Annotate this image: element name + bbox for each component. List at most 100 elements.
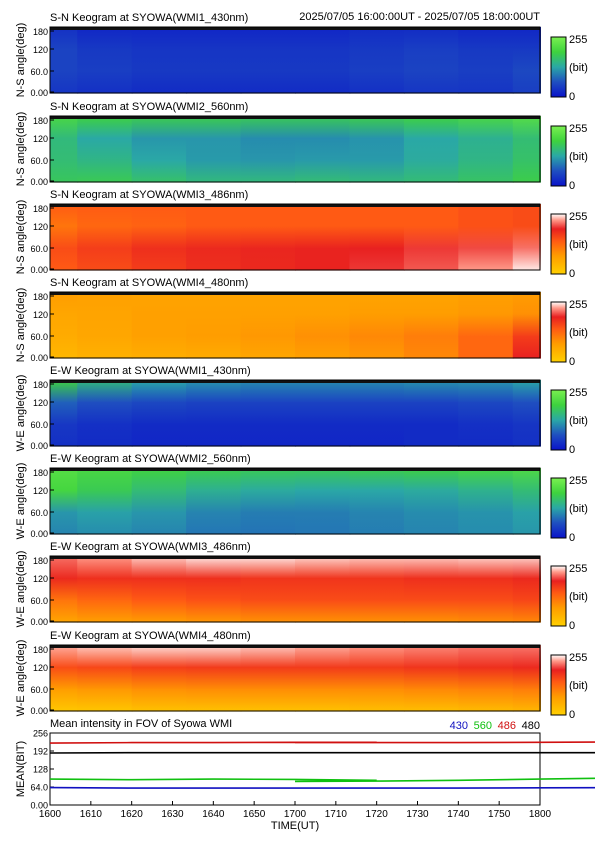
heatmap-cell — [77, 336, 133, 359]
panel-title: E-W Keogram at SYOWA(WMI3_486nm) — [50, 541, 251, 553]
heatmap-cell — [131, 138, 188, 161]
colorbar — [550, 301, 567, 363]
y-tick-label: 180 — [33, 380, 48, 390]
heatmap-cell — [77, 226, 133, 249]
heatmap-cell — [349, 49, 405, 72]
y-tick-label: 60.0 — [30, 332, 48, 342]
heatmap-cell — [349, 380, 405, 403]
y-tick-label: 180 — [33, 645, 48, 655]
no-data-band — [50, 380, 540, 383]
heatmap-cell — [77, 314, 133, 337]
heatmap-cell — [349, 226, 405, 249]
colorbar — [550, 654, 567, 716]
heatmap-cell — [77, 116, 133, 139]
time-range-label: 2025/07/05 16:00:00UT - 2025/07/05 18:00… — [299, 11, 540, 23]
heatmap-cell — [403, 578, 460, 601]
heatmap-cell — [50, 226, 79, 249]
heatmap-cell — [295, 689, 351, 712]
heatmap-cell — [458, 314, 514, 337]
series-line-430 — [49, 786, 595, 789]
heatmap-cell — [403, 380, 460, 403]
heatmap-cell — [512, 556, 541, 579]
heatmap-cell — [295, 336, 351, 359]
heatmap-cell — [403, 138, 460, 161]
heatmap-cell — [349, 248, 405, 271]
panel-frame — [49, 555, 541, 623]
heatmap-cell — [458, 380, 514, 403]
heatmap-cell — [349, 116, 405, 139]
heatmap-cell — [50, 667, 79, 690]
y-tick-label: 256 — [33, 729, 48, 739]
heatmap-cell — [349, 578, 405, 601]
heatmap-cell — [131, 380, 188, 403]
heatmap-cell — [77, 667, 133, 690]
y-axis-label: N-S angle(deg) — [15, 200, 27, 275]
heatmap-cell — [131, 27, 188, 50]
y-tick-label: 180 — [33, 27, 48, 37]
heatmap-cell — [295, 314, 351, 337]
heatmap-cell — [458, 226, 514, 249]
heatmap-cell — [77, 138, 133, 161]
colorbar-max-label: 255 — [569, 211, 587, 223]
panel-frame — [49, 291, 541, 359]
y-axis-label: W-E angle(deg) — [15, 375, 27, 452]
heatmap-cell — [77, 27, 133, 50]
heatmap-cell — [240, 226, 296, 249]
heatmap-cell — [50, 27, 79, 50]
heatmap-cell — [403, 314, 460, 337]
heatmap-cell — [295, 71, 351, 94]
heatmap-cell — [458, 336, 514, 359]
heatmap-cell — [186, 380, 242, 403]
keogram-panel-8: E-W Keogram at SYOWA(WMI4_480nm) 0.00 60.0… — [15, 630, 588, 721]
heatmap-cell — [50, 689, 79, 712]
heatmap-image — [50, 645, 541, 712]
heatmap-cell — [458, 578, 514, 601]
heatmap-cell — [77, 490, 133, 513]
heatmap-cell — [50, 490, 79, 513]
line-chart-frame — [49, 732, 541, 806]
heatmap-cell — [403, 248, 460, 271]
heatmap-cell — [349, 490, 405, 513]
heatmap-image — [50, 27, 541, 94]
heatmap-cell — [240, 578, 296, 601]
heatmap-cell — [240, 336, 296, 359]
heatmap-cell — [240, 490, 296, 513]
series-line-486 — [49, 741, 595, 744]
heatmap-cell — [131, 402, 188, 425]
y-tick-label: 0.00 — [30, 265, 48, 275]
heatmap-cell — [349, 160, 405, 183]
y-tick-label: 120 — [33, 574, 48, 584]
heatmap-cell — [186, 160, 242, 183]
heatmap-cell — [186, 578, 242, 601]
heatmap-cell — [403, 600, 460, 623]
heatmap-cell — [240, 402, 296, 425]
heatmap-cell — [512, 160, 541, 183]
y-tick-label: 0.00 — [30, 801, 48, 811]
heatmap-cell — [186, 490, 242, 513]
y-tick-label: 0.00 — [30, 706, 48, 716]
heatmap-cell — [512, 424, 541, 447]
heatmap-cell — [186, 556, 242, 579]
colorbar — [550, 389, 567, 451]
heatmap-cell — [512, 468, 541, 491]
colorbar — [550, 213, 567, 275]
heatmap-cell — [240, 314, 296, 337]
colorbar-max-label: 255 — [569, 299, 587, 311]
x-tick-label: 1800 — [529, 809, 552, 820]
heatmap-cell — [295, 556, 351, 579]
heatmap-cell — [403, 27, 460, 50]
heatmap-cell — [186, 336, 242, 359]
heatmap-cell — [349, 204, 405, 227]
heatmap-cell — [240, 600, 296, 623]
heatmap-cell — [403, 556, 460, 579]
heatmap-cell — [240, 556, 296, 579]
heatmap-cell — [295, 138, 351, 161]
heatmap-cell — [186, 116, 242, 139]
heatmap-image — [50, 380, 541, 447]
heatmap-cell — [295, 468, 351, 491]
heatmap-cell — [186, 600, 242, 623]
heatmap-cell — [295, 49, 351, 72]
panel-title: E-W Keogram at SYOWA(WMI2_560nm) — [50, 453, 251, 465]
colorbar-max-label: 255 — [569, 563, 587, 575]
x-tick-label: 1710 — [325, 809, 348, 820]
